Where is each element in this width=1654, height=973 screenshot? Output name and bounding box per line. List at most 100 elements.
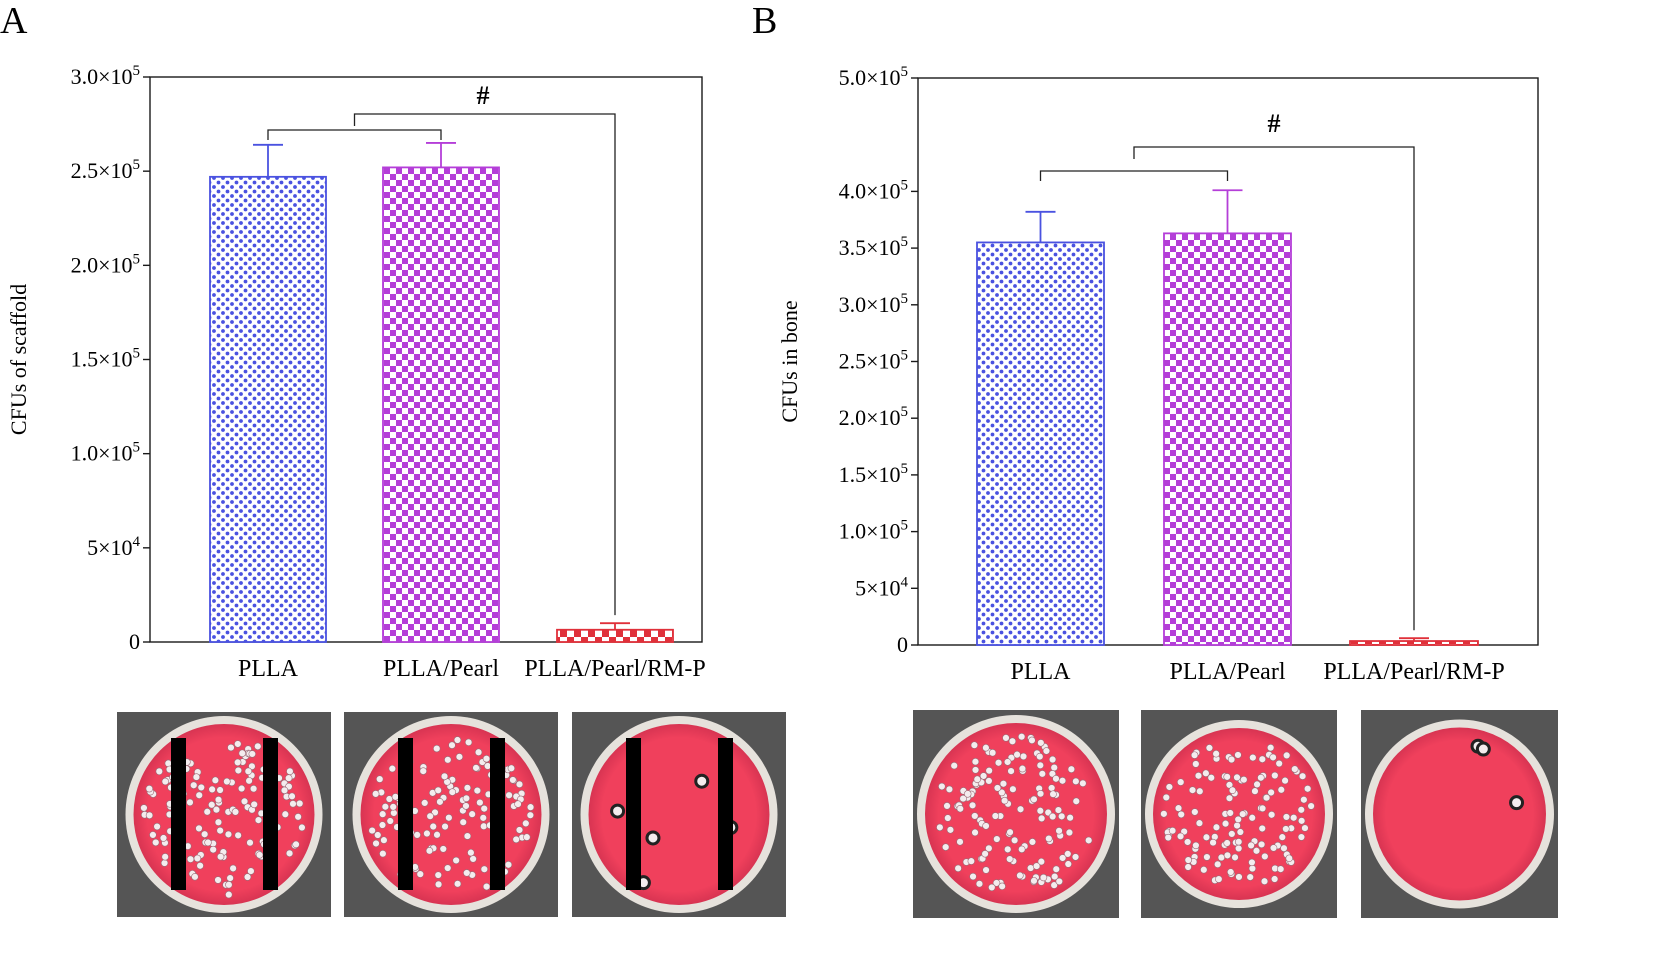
colony bbox=[145, 811, 154, 820]
colony bbox=[1249, 753, 1257, 762]
colony bbox=[463, 784, 472, 792]
colony bbox=[505, 791, 513, 799]
colony bbox=[514, 800, 522, 808]
colony bbox=[378, 821, 387, 829]
colony bbox=[1235, 873, 1243, 881]
colony bbox=[431, 808, 439, 817]
colony bbox=[1164, 833, 1172, 842]
colony bbox=[1253, 780, 1261, 789]
colony bbox=[979, 772, 988, 780]
colony bbox=[1267, 788, 1275, 797]
colony bbox=[204, 838, 212, 847]
y-tick-label: 0 bbox=[897, 632, 908, 657]
colony bbox=[945, 785, 954, 794]
colony bbox=[186, 798, 194, 807]
colony bbox=[1036, 789, 1045, 798]
colony bbox=[463, 869, 471, 877]
colony bbox=[981, 850, 989, 858]
bar-3 bbox=[556, 628, 674, 643]
colony bbox=[1266, 743, 1275, 752]
colony bbox=[476, 798, 484, 807]
colony bbox=[1052, 775, 1060, 783]
colony bbox=[1212, 823, 1221, 831]
colony bbox=[1233, 821, 1241, 830]
colony bbox=[192, 773, 201, 781]
colony bbox=[1307, 802, 1315, 810]
colony bbox=[196, 862, 204, 870]
colony bbox=[988, 883, 996, 892]
colony bbox=[1221, 819, 1230, 828]
colony bbox=[982, 744, 990, 752]
colony bbox=[1003, 758, 1012, 766]
colony bbox=[140, 804, 148, 812]
colony bbox=[941, 843, 950, 851]
colony bbox=[295, 799, 304, 808]
significance-marker: # bbox=[1268, 109, 1281, 138]
colony bbox=[1281, 776, 1289, 785]
colony bbox=[482, 755, 491, 763]
y-tick-exponent: 4 bbox=[901, 574, 909, 590]
colony bbox=[1004, 845, 1012, 854]
colony bbox=[1227, 868, 1235, 876]
panel-b: B05×1041.0×1051.5×1052.0×1052.5×1053.0×1… bbox=[752, 0, 1558, 918]
colony bbox=[426, 812, 434, 820]
colony bbox=[985, 766, 993, 775]
colony bbox=[994, 759, 1003, 767]
colony bbox=[998, 788, 1006, 797]
colony bbox=[153, 822, 161, 831]
colony bbox=[1269, 844, 1278, 852]
colony bbox=[459, 818, 467, 826]
panel-letter: A bbox=[0, 0, 28, 42]
y-tick-mantissa: 0 bbox=[129, 629, 140, 654]
colony bbox=[372, 790, 380, 798]
colony bbox=[1227, 755, 1236, 764]
y-tick-exponent: 5 bbox=[901, 461, 909, 477]
petri-dish-photo bbox=[1361, 710, 1558, 918]
colony bbox=[1006, 855, 1014, 863]
colony bbox=[191, 873, 199, 881]
colony bbox=[504, 861, 513, 869]
colony bbox=[286, 767, 294, 776]
y-tick-mantissa: 1.5×10 bbox=[71, 347, 133, 372]
colony bbox=[479, 814, 487, 822]
colony bbox=[938, 782, 946, 791]
colony bbox=[1017, 732, 1026, 741]
colony bbox=[1223, 839, 1231, 847]
colony bbox=[1251, 787, 1259, 795]
colony bbox=[214, 876, 222, 884]
colony bbox=[1267, 811, 1276, 819]
colony bbox=[467, 848, 475, 857]
y-tick-label: 3.5×105 bbox=[839, 234, 908, 260]
x-category-label: PLLA/Pearl/RM-P bbox=[1323, 659, 1504, 685]
significance-bracket-outer bbox=[1133, 146, 1415, 631]
colony bbox=[250, 800, 258, 809]
y-tick-label: 5×104 bbox=[87, 534, 140, 560]
colony bbox=[227, 743, 235, 752]
colony bbox=[378, 810, 387, 818]
colony bbox=[1036, 761, 1045, 770]
colony bbox=[381, 803, 390, 811]
colony bbox=[1202, 769, 1210, 777]
colony bbox=[509, 776, 517, 784]
colony bbox=[433, 744, 441, 753]
colony bbox=[1248, 858, 1256, 867]
colony bbox=[1231, 853, 1239, 862]
colony bbox=[1270, 875, 1279, 883]
colony bbox=[1297, 833, 1306, 841]
colony bbox=[1258, 804, 1267, 813]
colony bbox=[434, 880, 443, 889]
colony bbox=[1028, 736, 1036, 745]
colony bbox=[289, 800, 297, 808]
colony bbox=[968, 801, 977, 809]
colony bbox=[212, 805, 221, 814]
colony bbox=[1048, 755, 1057, 764]
colony bbox=[1200, 866, 1208, 874]
colony bbox=[971, 757, 980, 766]
y-tick-mantissa: 3.0×10 bbox=[71, 64, 133, 89]
colony bbox=[1234, 838, 1243, 846]
colony bbox=[444, 864, 452, 872]
colony bbox=[1212, 750, 1220, 758]
colony bbox=[1190, 751, 1199, 759]
colony bbox=[386, 817, 394, 825]
colony bbox=[292, 840, 300, 849]
